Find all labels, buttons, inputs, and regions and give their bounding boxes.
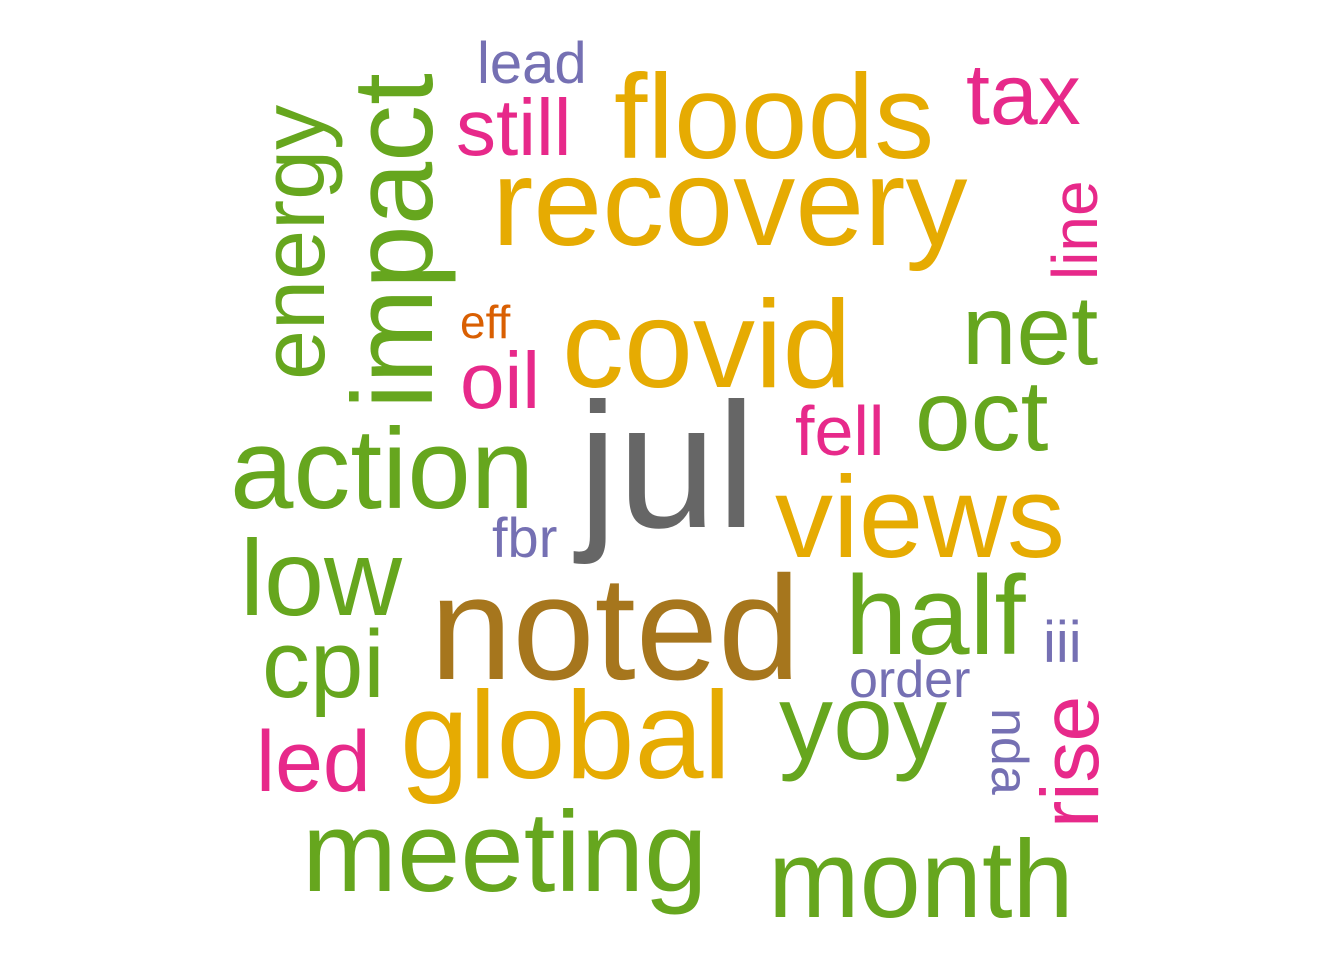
word-meeting: meeting — [302, 789, 708, 916]
word-led: led — [256, 714, 371, 810]
word-eff: eff — [460, 296, 511, 348]
word-half: half — [845, 553, 1026, 678]
word-recovery: recovery — [492, 134, 967, 272]
word-impact: impact — [330, 73, 457, 409]
word-still: still — [456, 83, 572, 172]
word-oil: oil — [460, 336, 540, 425]
word-views: views — [775, 452, 1065, 582]
word-rise: rise — [1025, 696, 1116, 828]
word-month: month — [768, 818, 1074, 941]
word-noted: noted — [430, 546, 800, 711]
word-net: net — [962, 275, 1098, 385]
word-yoy: yoy — [779, 661, 947, 782]
word-nda: nda — [980, 708, 1038, 795]
word-order: order — [849, 651, 970, 709]
word-tax: tax — [966, 47, 1081, 143]
word-fell: fell — [795, 392, 884, 470]
word-fbr: fbr — [492, 506, 557, 569]
word-floods: floods — [614, 50, 934, 184]
word-iii: iii — [1043, 610, 1082, 675]
word-jul: jul — [573, 366, 756, 565]
word-action: action — [230, 406, 534, 533]
word-covid: covid — [562, 276, 851, 414]
word-global: global — [400, 667, 731, 805]
word-energy: energy — [244, 105, 344, 380]
word-low: low — [240, 517, 403, 638]
word-lead: lead — [477, 31, 587, 96]
word-line: line — [1039, 180, 1111, 280]
word-cpi: cpi — [262, 611, 385, 718]
word-oct: oct — [915, 360, 1049, 472]
